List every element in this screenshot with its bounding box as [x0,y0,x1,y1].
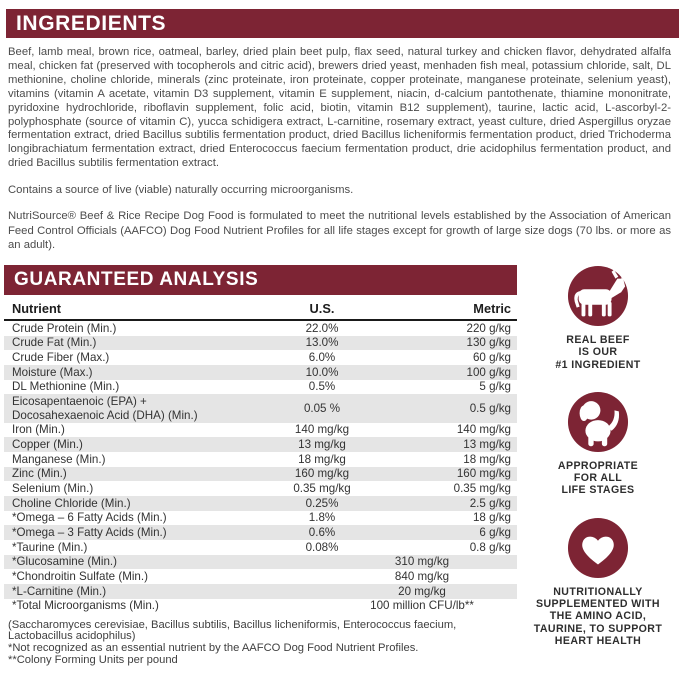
badge-real-beef-label: REAL BEEF IS OUR #1 INGREDIENT [555,333,641,371]
value-cell: 310 mg/kg [394,555,450,569]
dog-icon [567,391,629,453]
metric-value-cell: 18 mg/kg [463,452,511,466]
us-value-cell: 18 mg/kg [298,452,346,466]
us-value-cell: 0.6% [308,526,336,539]
nutrient-cell: Eicosapentaenoic (EPA) + Docosahexaenoic… [12,395,198,422]
nutrient-cell: Crude Protein (Min.) [12,321,117,335]
us-value-cell: 0.35 mg/kg [293,481,351,495]
guaranteed-analysis-column: GUARANTEED ANALYSIS Nutrient U.S. Metric… [0,264,517,668]
table-row: DL Methionine (Min.) 0.5% 5 g/kg [4,380,517,395]
cow-icon [567,265,629,327]
table-row: Choline Chloride (Min.) 0.25% 2.5 g/kg [4,496,517,511]
table-row: Crude Protein (Min.) 22.0% 220 g/kg [4,320,517,336]
badge-life-stages-label: APPROPRIATE FOR ALL LIFE STAGES [557,459,639,497]
aafco-statement: NutriSource® Beef & Rice Recipe Dog Food… [8,210,671,251]
footnote-not-recognized: *Not recognized as an essential nutrient… [8,642,419,655]
table-row: Manganese (Min.) 18 mg/kg 18 mg/kg [4,452,517,467]
nutrient-cell: *Omega – 6 Fatty Acids (Min.) [12,511,167,525]
value-cell: 100 million CFU/lb** [370,599,474,613]
footnote-cfu: **Colony Forming Units per pound [8,654,178,667]
table-row: Crude Fat (Min.) 13.0% 130 g/kg [4,335,517,351]
metric-value-cell: 6 g/kg [479,526,511,539]
metric-value-cell: 60 g/kg [472,350,511,364]
us-value-cell: 0.5% [308,380,336,394]
metric-value-cell: 0.35 mg/kg [453,481,511,495]
table-row: *Chondroitin Sulfate (Min.) 840 mg/kg [4,569,517,584]
table-row: *Glucosamine (Min.) 310 mg/kg [4,554,517,570]
metric-value-cell: 160 mg/kg [456,467,511,481]
lower-section: GUARANTEED ANALYSIS Nutrient U.S. Metric… [0,264,679,668]
table-row: *Omega – 6 Fatty Acids (Min.) 1.8% 18 g/kg [4,511,517,526]
column-header-metric: Metric [392,298,517,321]
nutrient-cell: *L-Carnitine (Min.) [12,584,107,598]
metric-value-cell: 140 mg/kg [456,423,511,437]
ingredients-section-title: INGREDIENTS [6,9,679,38]
nutrient-cell: Manganese (Min.) [12,452,106,466]
nutrient-cell: *Glucosamine (Min.) [12,555,118,569]
us-value-cell: 140 mg/kg [294,423,350,437]
badge-real-beef: REAL BEEF IS OUR #1 INGREDIENT [518,265,678,371]
microorganisms-note: Contains a source of live (viable) natur… [8,184,354,197]
us-value-cell: 160 mg/kg [294,467,350,481]
nutrient-cell: Crude Fiber (Max.) [12,350,110,364]
badge-heart-health: NUTRITIONALLY SUPPLEMENTED WITH THE AMIN… [518,517,678,647]
nutrient-cell: Crude Fat (Min.) [12,336,97,350]
us-value-cell: 6.0% [308,350,336,364]
nutrient-cell: Choline Chloride (Min.) [12,496,131,510]
table-row: *Taurine (Min.) 0.08% 0.8 g/kg [4,540,517,555]
table-row: Crude Fiber (Max.) 6.0% 60 g/kg [4,350,517,365]
value-cell: 840 mg/kg [394,570,450,584]
table-row: *Total Microorganisms (Min.) 100 million … [4,599,517,614]
table-row: Moisture (Max.) 10.0% 100 g/kg [4,365,517,380]
us-value-cell: 13 mg/kg [298,437,346,451]
metric-value-cell: 2.5 g/kg [469,496,511,510]
metric-value-cell: 100 g/kg [466,365,511,379]
table-row: Eicosapentaenoic (EPA) + Docosahexaenoic… [4,394,517,423]
heart-icon [567,517,629,579]
nutrient-cell: Copper (Min.) [12,437,83,451]
ingredients-paragraph: Beef, lamb meal, brown rice, oatmeal, ba… [8,46,671,170]
nutrient-cell: DL Methionine (Min.) [12,380,120,394]
column-header-nutrient: Nutrient [4,298,252,321]
badge-heart-health-label: NUTRITIONALLY SUPPLEMENTED WITH THE AMIN… [533,585,663,647]
benefit-badges-sidebar: REAL BEEF IS OUR #1 INGREDIENT APPROPRIA [517,265,679,667]
metric-value-cell: 220 g/kg [466,321,511,335]
metric-value-cell: 0.5 g/kg [469,401,511,415]
value-cell: 20 mg/kg [398,584,446,598]
table-row: *Omega – 3 Fatty Acids (Min.) 0.6% 6 g/kg [4,525,517,541]
metric-value-cell: 0.8 g/kg [469,540,511,554]
us-value-cell: 0.25% [305,496,339,510]
nutrient-cell: Zinc (Min.) [12,467,67,481]
footnote-species: (Saccharomyces cerevisiae, Bacillus subt… [8,618,457,643]
nutrient-cell: Moisture (Max.) [12,365,93,379]
nutrient-cell: *Total Microorganisms (Min.) [12,599,159,613]
nutrient-cell: Iron (Min.) [12,423,65,437]
ga-table-body: Crude Protein (Min.) 22.0% 220 g/kg Crude F… [4,320,517,614]
column-header-us: U.S. [252,298,392,321]
metric-value-cell: 18 g/kg [472,511,511,525]
nutrient-cell: *Omega – 3 Fatty Acids (Min.) [12,526,167,539]
guaranteed-analysis-table: Nutrient U.S. Metric Crude Protein (Min.… [4,298,517,614]
metric-value-cell: 5 g/kg [479,380,511,394]
table-header-row: Nutrient U.S. Metric [4,298,517,321]
us-value-cell: 0.08% [305,540,339,554]
us-value-cell: 13.0% [305,336,339,350]
footnotes: (Saccharomyces cerevisiae, Bacillus subt… [8,618,517,668]
nutrient-cell: Selenium (Min.) [12,481,94,495]
nutrient-cell: *Taurine (Min.) [12,540,88,554]
table-row: Iron (Min.) 140 mg/kg 140 mg/kg [4,423,517,438]
guaranteed-analysis-title: GUARANTEED ANALYSIS [4,264,517,295]
table-row: Copper (Min.) 13 mg/kg 13 mg/kg [4,437,517,452]
table-row: Zinc (Min.) 160 mg/kg 160 mg/kg [4,466,517,482]
us-value-cell: 0.05 % [303,401,341,415]
table-row: *L-Carnitine (Min.) 20 mg/kg [4,584,517,599]
nutrient-cell: *Chondroitin Sulfate (Min.) [12,570,148,584]
metric-value-cell: 130 g/kg [466,336,511,350]
us-value-cell: 10.0% [305,365,339,379]
metric-value-cell: 13 mg/kg [463,437,511,451]
badge-life-stages: APPROPRIATE FOR ALL LIFE STAGES [518,391,678,497]
us-value-cell: 22.0% [305,321,339,335]
table-row: Selenium (Min.) 0.35 mg/kg 0.35 mg/kg [4,481,517,496]
us-value-cell: 1.8% [308,511,336,525]
